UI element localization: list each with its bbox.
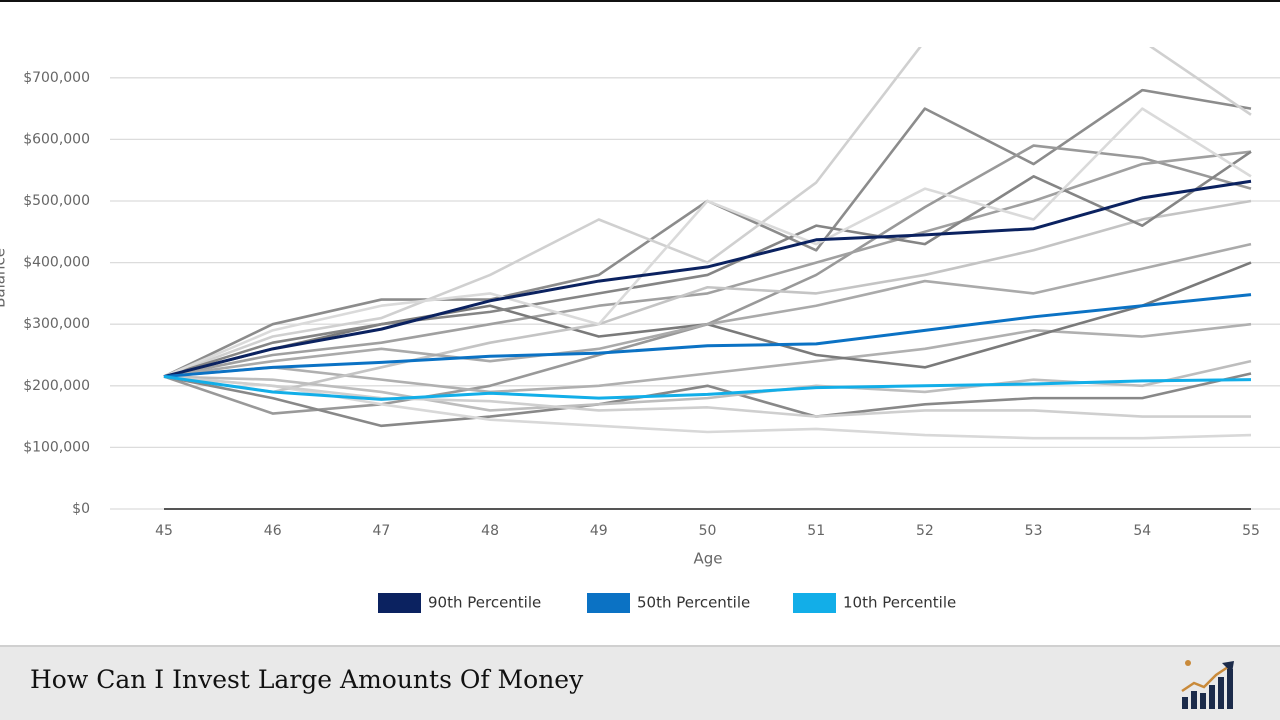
legend-label: 10th Percentile bbox=[843, 594, 956, 612]
top-border bbox=[0, 0, 1280, 2]
legend-swatch bbox=[587, 593, 630, 613]
simulation-line bbox=[163, 47, 1252, 378]
y-tick-label: $300,000 bbox=[23, 316, 90, 332]
logo bbox=[1181, 660, 1234, 709]
x-tick-label: 50 bbox=[699, 523, 717, 539]
simulation-line bbox=[163, 375, 1251, 418]
simulation-line bbox=[163, 372, 1252, 428]
footer: How Can I Invest Large Amounts Of Money bbox=[0, 645, 1280, 720]
legend-label: 50th Percentile bbox=[637, 594, 750, 612]
y-tick-label: $400,000 bbox=[23, 255, 90, 271]
x-tick-label: 54 bbox=[1133, 523, 1151, 539]
x-tick-label: 46 bbox=[264, 523, 282, 539]
x-axis-label: Age bbox=[693, 550, 722, 568]
x-tick-label: 48 bbox=[481, 523, 499, 539]
y-axis-label: Balance bbox=[0, 248, 9, 308]
percentile-line bbox=[163, 293, 1252, 379]
simulation-line bbox=[163, 199, 1252, 394]
simulation-line bbox=[163, 242, 1252, 378]
x-tick-label: 47 bbox=[372, 523, 390, 539]
simulation-line bbox=[163, 107, 1252, 378]
y-tick-label: $200,000 bbox=[23, 378, 90, 394]
percentile-line bbox=[163, 179, 1252, 379]
y-tick-label: $100,000 bbox=[23, 439, 90, 455]
simulation-line bbox=[163, 261, 1252, 378]
y-tick-label: $500,000 bbox=[23, 193, 90, 209]
x-tick-label: 53 bbox=[1025, 523, 1043, 539]
page-title: How Can I Invest Large Amounts Of Money bbox=[30, 665, 584, 694]
y-tick-label: $600,000 bbox=[23, 131, 90, 147]
y-tick-label: $700,000 bbox=[23, 70, 90, 86]
x-tick-label: 55 bbox=[1242, 523, 1260, 539]
x-tick-label: 49 bbox=[590, 523, 608, 539]
legend-swatch bbox=[378, 593, 421, 613]
x-tick-label: 45 bbox=[155, 523, 173, 539]
x-tick-label: 51 bbox=[807, 523, 825, 539]
legend-label: 90th Percentile bbox=[428, 594, 541, 612]
plot-area bbox=[163, 47, 1252, 440]
percentile-line bbox=[163, 375, 1252, 401]
legend-swatch bbox=[793, 593, 836, 613]
simulation-line bbox=[163, 150, 1252, 378]
x-tick-label: 52 bbox=[916, 523, 934, 539]
y-tick-label: $0 bbox=[72, 501, 90, 517]
simulation-line bbox=[163, 150, 1252, 378]
chart: Age Balance $0 $100,000 $200,000 $300,000 $4… bbox=[0, 47, 1280, 613]
